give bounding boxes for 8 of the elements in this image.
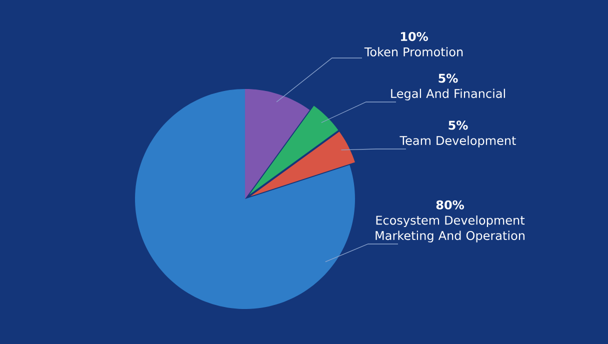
slice-label: Team Development <box>400 136 516 148</box>
slice-label: Legal And Financial <box>391 88 505 100</box>
data-label: 80% <box>436 200 464 210</box>
data-label: 5% <box>448 120 468 130</box>
slice-label: Ecosystem Development Marketing And Operation <box>376 215 525 242</box>
data-label: 5% <box>438 74 458 83</box>
data-label: 10% <box>401 32 428 42</box>
slice-label: Token Promotion <box>364 47 463 56</box>
